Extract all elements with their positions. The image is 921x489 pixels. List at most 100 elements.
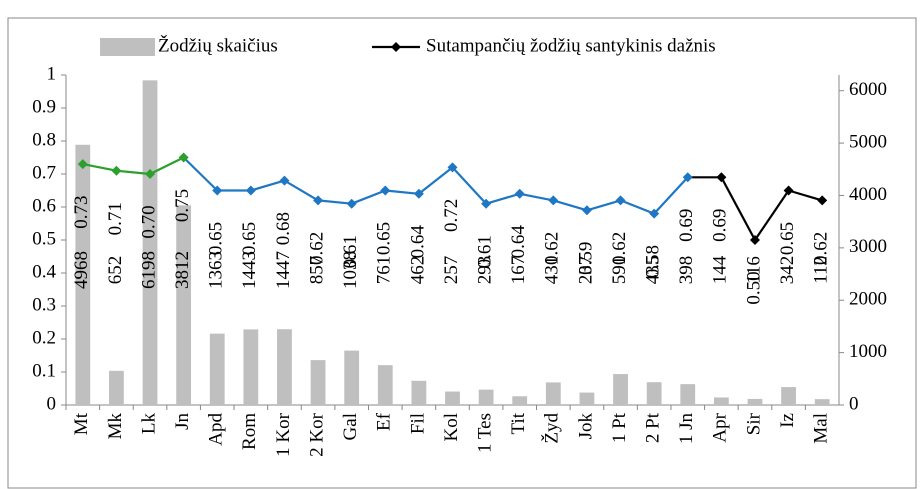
bar-value-label: 4968 <box>71 251 92 289</box>
line-segment <box>82 163 117 172</box>
line-segment <box>485 192 521 205</box>
line-segment <box>116 169 151 176</box>
bar <box>713 397 729 405</box>
line-value-label: 0.59 <box>575 242 596 275</box>
x-tick-label: Jn <box>172 413 193 430</box>
x-tick-label: Kol <box>441 413 462 442</box>
x-tick-label: Sir <box>743 412 764 435</box>
line-value-label: 0.61 <box>474 235 495 268</box>
legend-label: Sutampančių žodžių santykinis dažnis <box>426 35 716 56</box>
bar <box>781 387 796 405</box>
line-segment <box>788 189 823 202</box>
bar <box>411 380 427 405</box>
x-tick-label: Mal <box>811 413 832 444</box>
x-tick-label: 1 Tes <box>474 413 495 453</box>
x-tick-label: Mk <box>105 413 126 440</box>
x-tick-label: 2 Pt <box>643 412 664 443</box>
marker <box>514 188 525 199</box>
bar <box>209 333 225 405</box>
y2-tick-label: 6000 <box>849 79 887 100</box>
bar-value-label: 112 <box>811 256 832 284</box>
x-tick-label: Tit <box>508 412 529 434</box>
bar-value-label: 857 <box>306 256 327 285</box>
marker <box>682 172 693 183</box>
x-tick-label: Apd <box>206 413 227 446</box>
bar <box>646 382 662 405</box>
legend-swatch <box>100 38 155 56</box>
y-tick-label: 0.9 <box>32 96 56 117</box>
bar <box>109 370 124 405</box>
line-value-label: 0.69 <box>710 209 731 242</box>
marker <box>111 165 122 176</box>
bar-value-label: 3812 <box>172 251 193 289</box>
bar-value-label: 431 <box>542 256 563 285</box>
bar <box>747 398 763 405</box>
y2-tick-label: 5000 <box>849 131 887 152</box>
line-value-label: 0.61 <box>340 235 361 268</box>
line-segment <box>385 189 419 195</box>
bar <box>243 329 259 405</box>
line-value-label: 0.65 <box>374 222 395 255</box>
marker <box>749 235 760 245</box>
line-value-label: 0.62 <box>609 232 630 265</box>
x-tick-label: Apr <box>710 412 731 442</box>
marker <box>581 205 592 216</box>
line-value-label: 0.64 <box>508 225 529 259</box>
bar <box>445 391 460 405</box>
line-segment <box>519 192 554 202</box>
line-value-label: 0.72 <box>441 199 462 232</box>
line-value-label: 0.65 <box>777 222 798 255</box>
marker <box>178 152 189 163</box>
line-segment <box>283 179 319 202</box>
bar-value-label: 591 <box>609 256 630 285</box>
x-tick-label: Fil <box>407 413 428 434</box>
y2-tick-label: 4000 <box>849 184 887 205</box>
bar-value-label: 293 <box>474 256 495 285</box>
bar <box>377 365 393 405</box>
x-tick-label: 1 Jn <box>676 413 697 445</box>
marker <box>548 195 559 206</box>
marker <box>212 185 223 196</box>
line-segment <box>451 166 487 205</box>
line-value-label: 0.58 <box>643 245 664 278</box>
marker <box>615 195 626 206</box>
x-tick-label: 1 Kor <box>273 412 294 456</box>
x-tick-label: 1 Pt <box>609 412 630 443</box>
bar-value-label: 398 <box>676 256 697 285</box>
line-value-label: 0.73 <box>71 195 92 228</box>
bar-value-label: 462 <box>407 256 428 285</box>
marker <box>783 185 794 196</box>
line-segment <box>754 189 790 241</box>
bar <box>176 205 192 405</box>
line-value-label: 0.68 <box>273 212 294 245</box>
marker <box>817 195 828 206</box>
y-tick-label: 0.7 <box>32 162 56 183</box>
bar <box>512 396 528 405</box>
marker <box>413 188 424 199</box>
bar-value-label: 1038 <box>340 251 361 289</box>
marker <box>279 175 290 186</box>
line-segment <box>149 156 185 175</box>
bar-value-label: 237 <box>575 256 596 285</box>
bar <box>310 360 326 405</box>
line-value-label: 0.75 <box>172 189 193 222</box>
x-tick-label: Jok <box>575 413 596 440</box>
line-segment <box>553 199 588 212</box>
y-tick-label: 1 <box>47 63 57 84</box>
line-segment <box>653 176 689 215</box>
marker <box>649 208 660 219</box>
bar <box>579 392 595 405</box>
bar-value-label: 6198 <box>138 251 159 289</box>
y2-tick-label: 3000 <box>849 236 887 257</box>
bar <box>814 399 830 405</box>
x-tick-label: Iz <box>777 413 798 428</box>
y-tick-label: 0 <box>47 393 57 414</box>
bar-value-label: 342 <box>777 256 798 285</box>
y-tick-label: 0.2 <box>32 327 56 348</box>
x-tick-label: Gal <box>340 413 361 440</box>
marker <box>145 169 156 179</box>
x-tick-label: Rom <box>239 413 260 450</box>
bar <box>142 80 158 405</box>
chart-border <box>7 17 917 489</box>
line-segment <box>250 179 285 192</box>
